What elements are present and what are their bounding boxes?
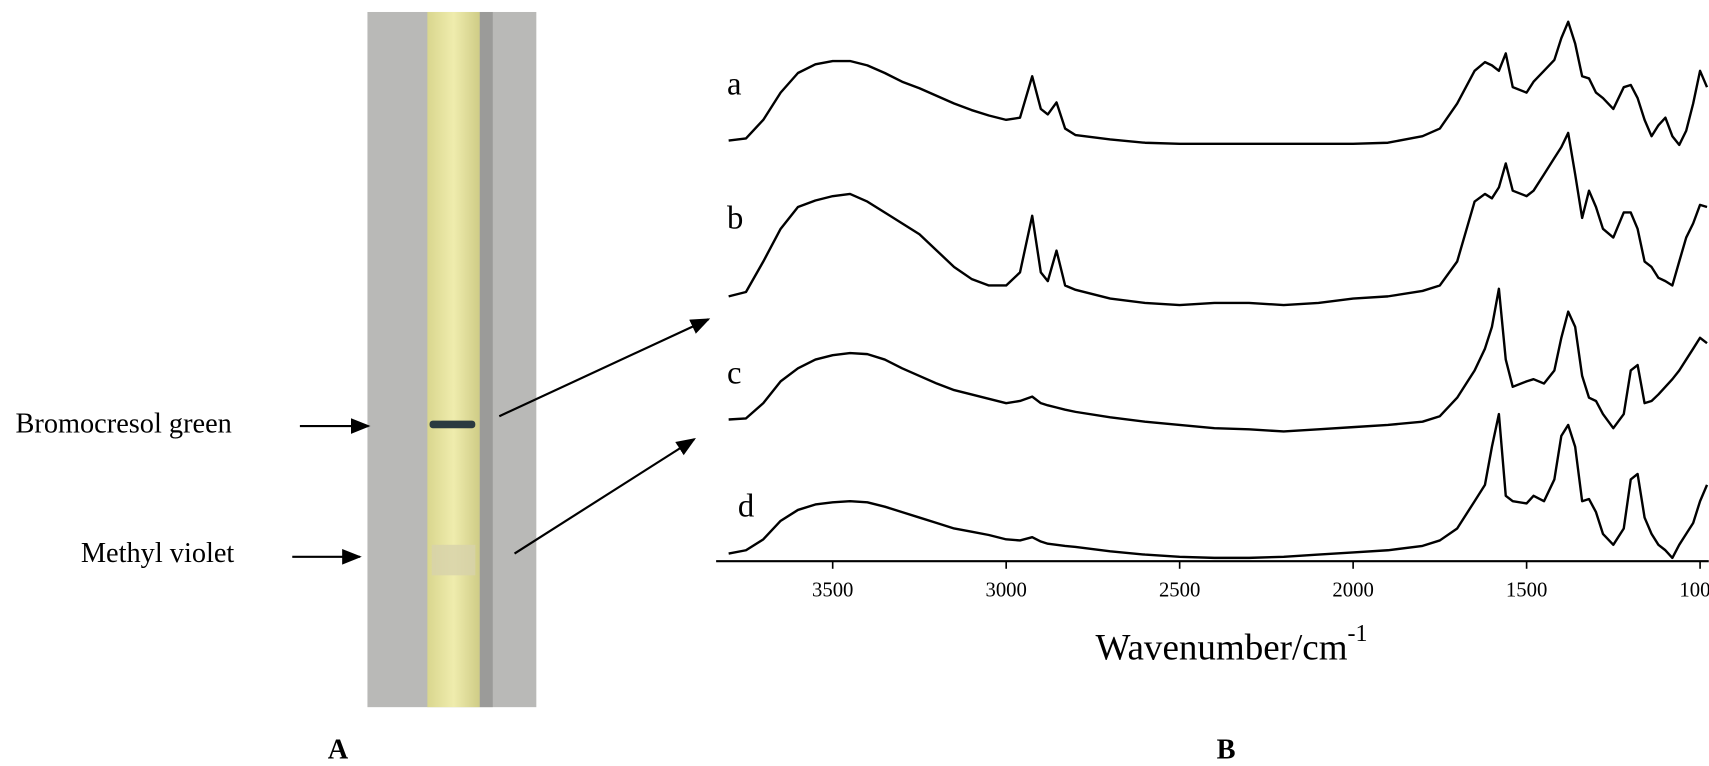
- series-label: a: [727, 67, 742, 103]
- series-label: d: [738, 488, 754, 524]
- x-tick-label: 1500: [1506, 579, 1547, 601]
- series-label: b: [727, 201, 743, 237]
- spectrum-line: [728, 287, 1708, 433]
- x-tick-label: 1000: [1679, 579, 1709, 601]
- x-axis-label: Wavenumber/cm-1: [1096, 621, 1368, 668]
- x-tick-label: 3000: [985, 579, 1026, 601]
- spectrum-line: [728, 131, 1708, 307]
- annotation: Bromocresol green: [15, 409, 231, 440]
- annotation: Methyl violet: [81, 538, 235, 569]
- series-label: c: [727, 355, 742, 391]
- spectrum-line: [728, 412, 1709, 560]
- x-tick-label: 2000: [1332, 579, 1373, 601]
- arrow: [498, 318, 711, 418]
- tlc-photo: [367, 11, 537, 708]
- arrow: [513, 438, 696, 555]
- x-tick-label: 3500: [812, 579, 853, 601]
- x-axis-label-sup: -1: [1348, 621, 1368, 647]
- x-tick-label: 2500: [1159, 579, 1200, 601]
- x-axis-label-text: Wavenumber/cm: [1096, 627, 1348, 668]
- panel-label: B: [1217, 734, 1236, 765]
- panel-label: A: [328, 734, 349, 765]
- spectrum-line: [728, 20, 1709, 147]
